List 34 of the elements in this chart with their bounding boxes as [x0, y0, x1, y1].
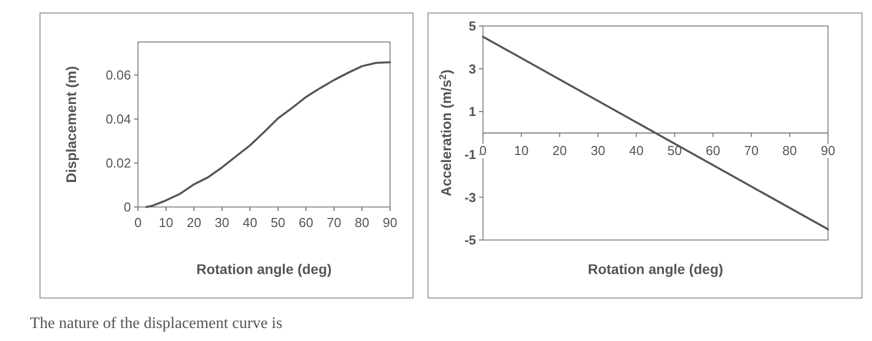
y-tick-label: 0.04	[106, 112, 131, 127]
x-tick-label: 80	[782, 143, 797, 158]
x-tick-label: 90	[382, 215, 398, 230]
y-tick-label: 0.02	[106, 156, 131, 171]
x-tick-label: 70	[744, 143, 759, 158]
x-tick-label: 10	[158, 215, 174, 230]
x-tick-label: 40	[242, 215, 258, 230]
y-tick-label: -1	[464, 146, 476, 162]
x-tick-label: 0	[134, 215, 142, 230]
y-tick-label: 0	[124, 200, 131, 215]
y-tick-label: 0.06	[106, 68, 131, 83]
x-tick-label: 30	[214, 215, 230, 230]
y-tick-label: 3	[468, 61, 476, 76]
x-axis-title: Rotation angle (deg)	[196, 261, 332, 277]
x-tick-label: 0	[479, 143, 487, 158]
y-tick-label: 5	[468, 18, 476, 34]
text: The nature of the displacement curve is	[30, 315, 282, 332]
x-tick-label: 60	[706, 143, 720, 158]
y-tick-label: -5	[464, 232, 476, 248]
x-tick-label: 90	[820, 143, 836, 158]
y-tick-label: -3	[464, 190, 476, 205]
line-series	[145, 61, 391, 208]
x-axis-title: Rotation angle (deg)	[588, 261, 724, 277]
x-tick-label: 40	[629, 143, 644, 158]
x-tick-label: 10	[514, 143, 529, 158]
y-tick-label: 1	[468, 104, 476, 120]
x-tick-label: 20	[186, 215, 202, 230]
y-axis-title: Displacement (m)	[63, 66, 79, 183]
x-tick-label: 50	[270, 215, 286, 230]
x-tick-label: 80	[354, 215, 370, 230]
x-tick-label: 60	[298, 215, 314, 230]
x-tick-label: 20	[552, 143, 567, 158]
x-tick-label: 30	[590, 143, 606, 158]
x-tick-label: 70	[326, 215, 342, 230]
